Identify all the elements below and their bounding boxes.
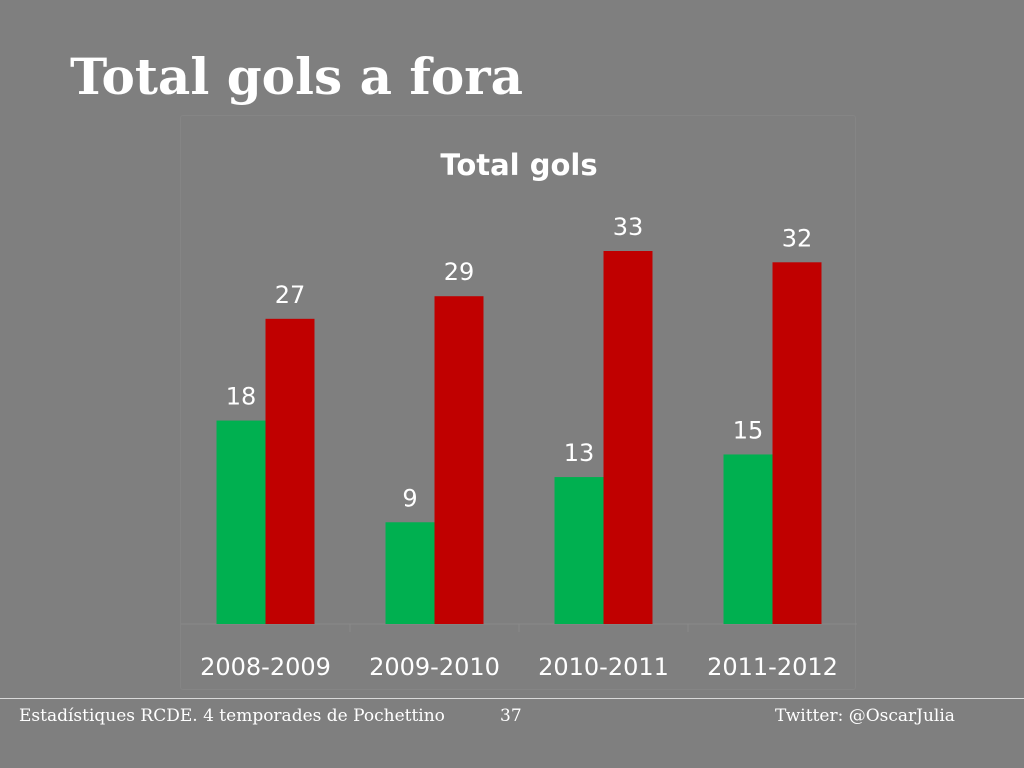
data-label: 33 [613,213,644,241]
footer-presentation-title: Estadístiques RCDE. 4 temporades de Poch… [19,706,445,726]
category-tick-label: 2011-2012 [707,653,838,681]
bar-series-2-2008-2009 [265,318,315,624]
chart-title: Total gols [440,148,597,182]
data-label: 18 [226,383,257,411]
data-label: 9 [402,484,417,512]
bar-chart: Total gols 18 27 2008-2009 9 29 2009-2010 13 33… [181,148,857,681]
bar-series-2-2009-2010 [434,296,484,624]
data-label: 29 [444,258,475,286]
data-label: 15 [733,416,764,444]
slide-title: Total gols a fora [70,47,523,106]
category-tick-label: 2009-2010 [369,653,500,681]
footer-page-number: 37 [500,706,522,726]
bars-layer [216,251,822,624]
category-tick-label: 2010-2011 [538,653,669,681]
data-label: 27 [275,281,306,309]
data-label: 32 [782,224,813,252]
bar-series-2-2010-2011 [603,251,653,624]
bar-series-1-2010-2011 [554,477,604,624]
labels-layer: 18 27 2008-2009 9 29 2009-2010 13 33 2010-2011 15… [200,213,838,681]
bar-series-1-2009-2010 [385,522,435,624]
footer-twitter-handle: Twitter: @OscarJulia [775,706,955,726]
category-tick-label: 2008-2009 [200,653,331,681]
chart-panel: Total gols 18 27 2008-2009 9 29 2009-2010 13 33… [180,115,857,690]
footer-divider [0,698,1024,699]
bar-series-2-2011-2012 [772,262,822,624]
bar-series-1-2008-2009 [216,420,266,624]
bar-series-1-2011-2012 [723,454,773,624]
data-label: 13 [564,439,595,467]
